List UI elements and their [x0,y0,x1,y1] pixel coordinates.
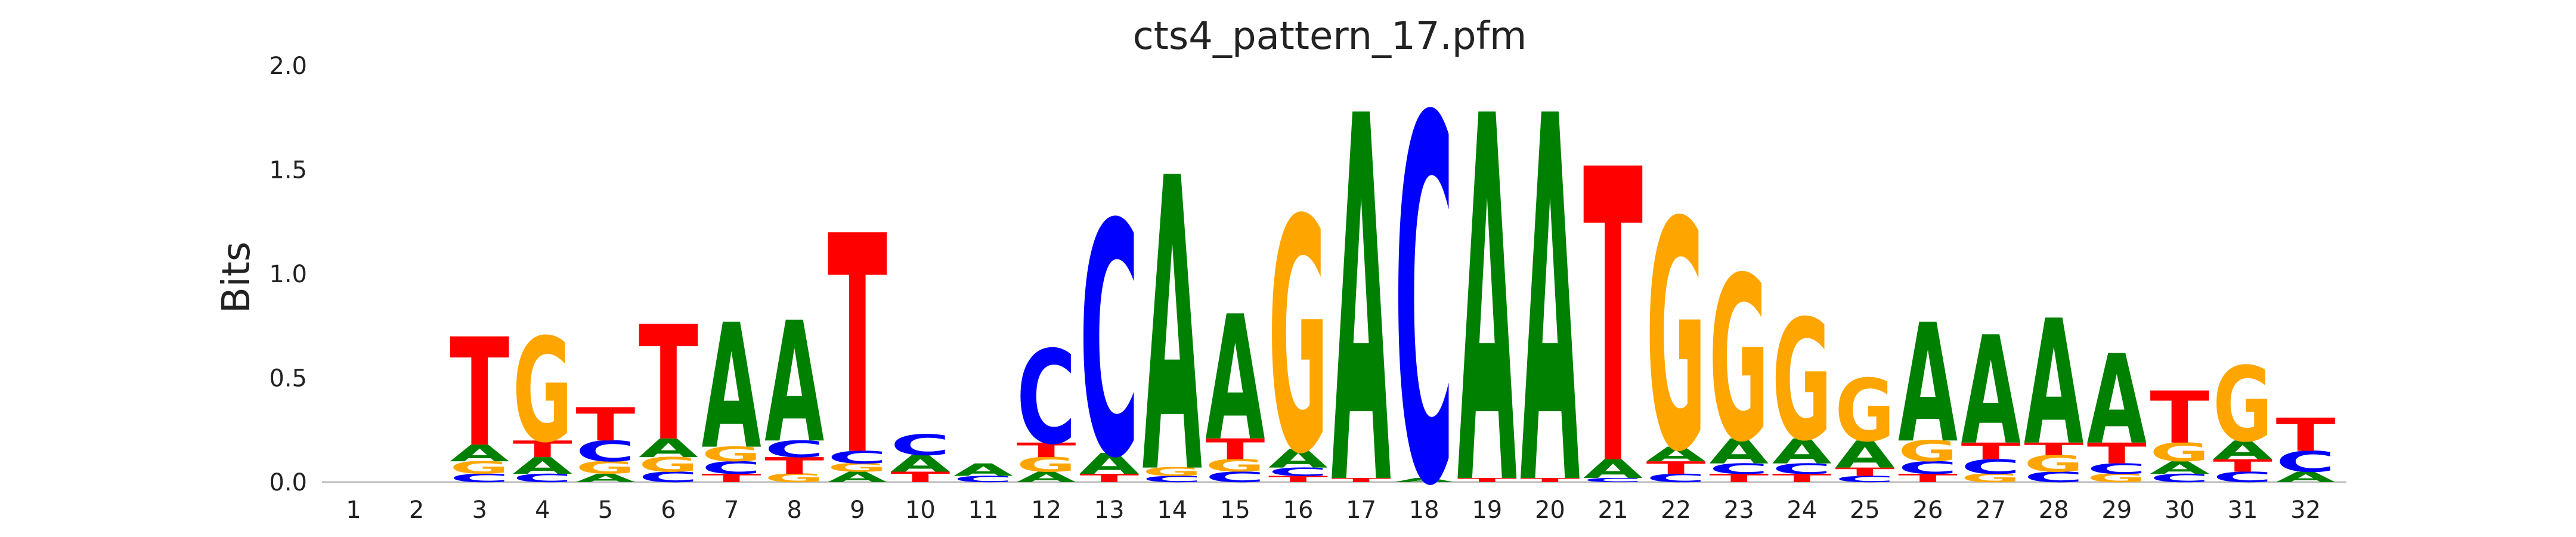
logo-letter-c: C [1017,323,1076,473]
x-tick-label: 31 [2228,496,2258,524]
logo-letter-g: G [513,308,572,474]
logo-letter-a: A [1205,279,1265,479]
x-tick-label: 27 [1976,496,2006,524]
logo-letter-a: A [1520,13,1580,537]
x-tick-label: 5 [598,496,613,524]
logo-letter-a: A [702,288,761,487]
logo-letter-g: G [1709,230,1769,492]
logo-letter-a: A [1457,13,1518,537]
logo-letter-t: T [639,293,698,476]
x-tick-label: 7 [724,496,739,524]
logo-letter-t: T [828,173,888,522]
logo-letter-t: T [2276,408,2336,462]
x-tick-label: 4 [535,496,550,524]
y-tick-label: 2.0 [269,53,307,80]
x-tick-label: 28 [2039,496,2069,524]
logo-letter-c: C [890,429,950,462]
y-axis-label: Bits [215,242,259,313]
logo-letter-t: T [1583,87,1643,537]
logo-letter-a: A [1143,94,1203,537]
x-tick-label: 15 [1220,496,1250,524]
x-tick-label: 24 [1787,496,1817,524]
x-tick-label: 6 [661,496,676,524]
logo-letter-a: A [2087,328,2147,472]
logo-letter-t: T [575,398,635,452]
x-tick-label: 2 [409,496,424,524]
logo-letter-a: A [953,460,1013,480]
logo-letter-a: A [2024,283,2083,483]
x-tick-label: 32 [2290,496,2321,524]
logo-letter-g: G [1268,152,1328,524]
y-axis-ticks: 0.0 0.5 1.0 1.5 2.0 [269,53,307,496]
logo-letter-a: A [1332,13,1392,537]
y-tick-label: 0.0 [269,469,307,496]
logo-letter-a: A [1961,305,2021,478]
y-tick-label: 1.5 [269,157,307,184]
logo-letter-c: C [1079,157,1139,529]
x-tick-label: 1 [346,496,361,524]
logo-letter-g: G [2213,345,2272,465]
x-tick-label: 26 [1913,496,1943,524]
x-tick-label: 11 [968,496,999,524]
logo-letter-g: G [1772,285,1832,478]
x-tick-label: 12 [1031,496,1061,524]
logo-letter-g: G [1646,156,1706,521]
y-tick-label: 1.0 [269,261,307,288]
logo-letter-g: G [1835,362,1894,461]
x-tick-label: 8 [787,496,801,524]
logo-letter-t: T [450,307,509,480]
x-tick-label: 10 [905,496,936,524]
x-tick-label: 3 [472,496,487,524]
logo-letter-a: A [1898,290,1958,479]
logo-letter-a: A [764,288,824,480]
x-tick-label: 25 [1850,496,1880,524]
x-tick-label: 29 [2101,496,2132,524]
y-tick-label: 0.5 [269,365,307,393]
logo-letter-t: T [2150,376,2209,460]
x-tick-label: 23 [1724,496,1754,524]
logo-letter-c: C [1394,14,1454,537]
x-tick-label: 30 [2165,496,2195,524]
